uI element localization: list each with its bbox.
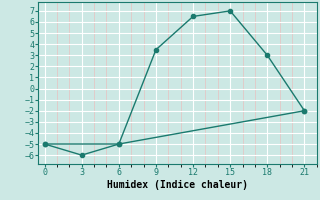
X-axis label: Humidex (Indice chaleur): Humidex (Indice chaleur) — [107, 180, 248, 190]
